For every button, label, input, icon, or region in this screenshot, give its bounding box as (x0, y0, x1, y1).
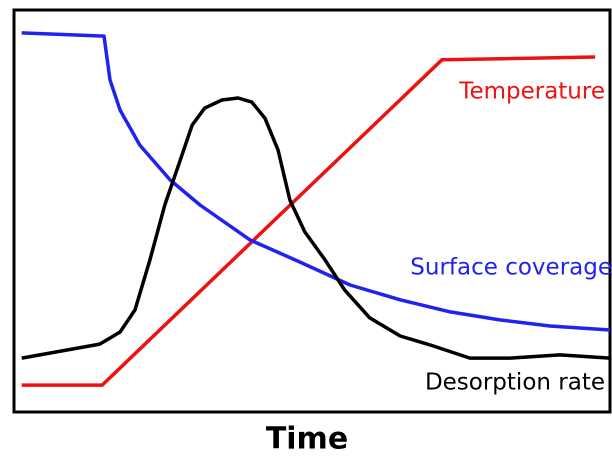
x-axis-title: Time (266, 422, 348, 457)
series-label: Desorption rate (425, 370, 605, 396)
series-label: Surface coverage (410, 255, 612, 281)
series-label: Temperature (458, 79, 605, 105)
series-line (21, 55, 596, 387)
series-line (21, 31, 611, 332)
plot-frame (12, 8, 612, 414)
series-line (21, 96, 611, 360)
